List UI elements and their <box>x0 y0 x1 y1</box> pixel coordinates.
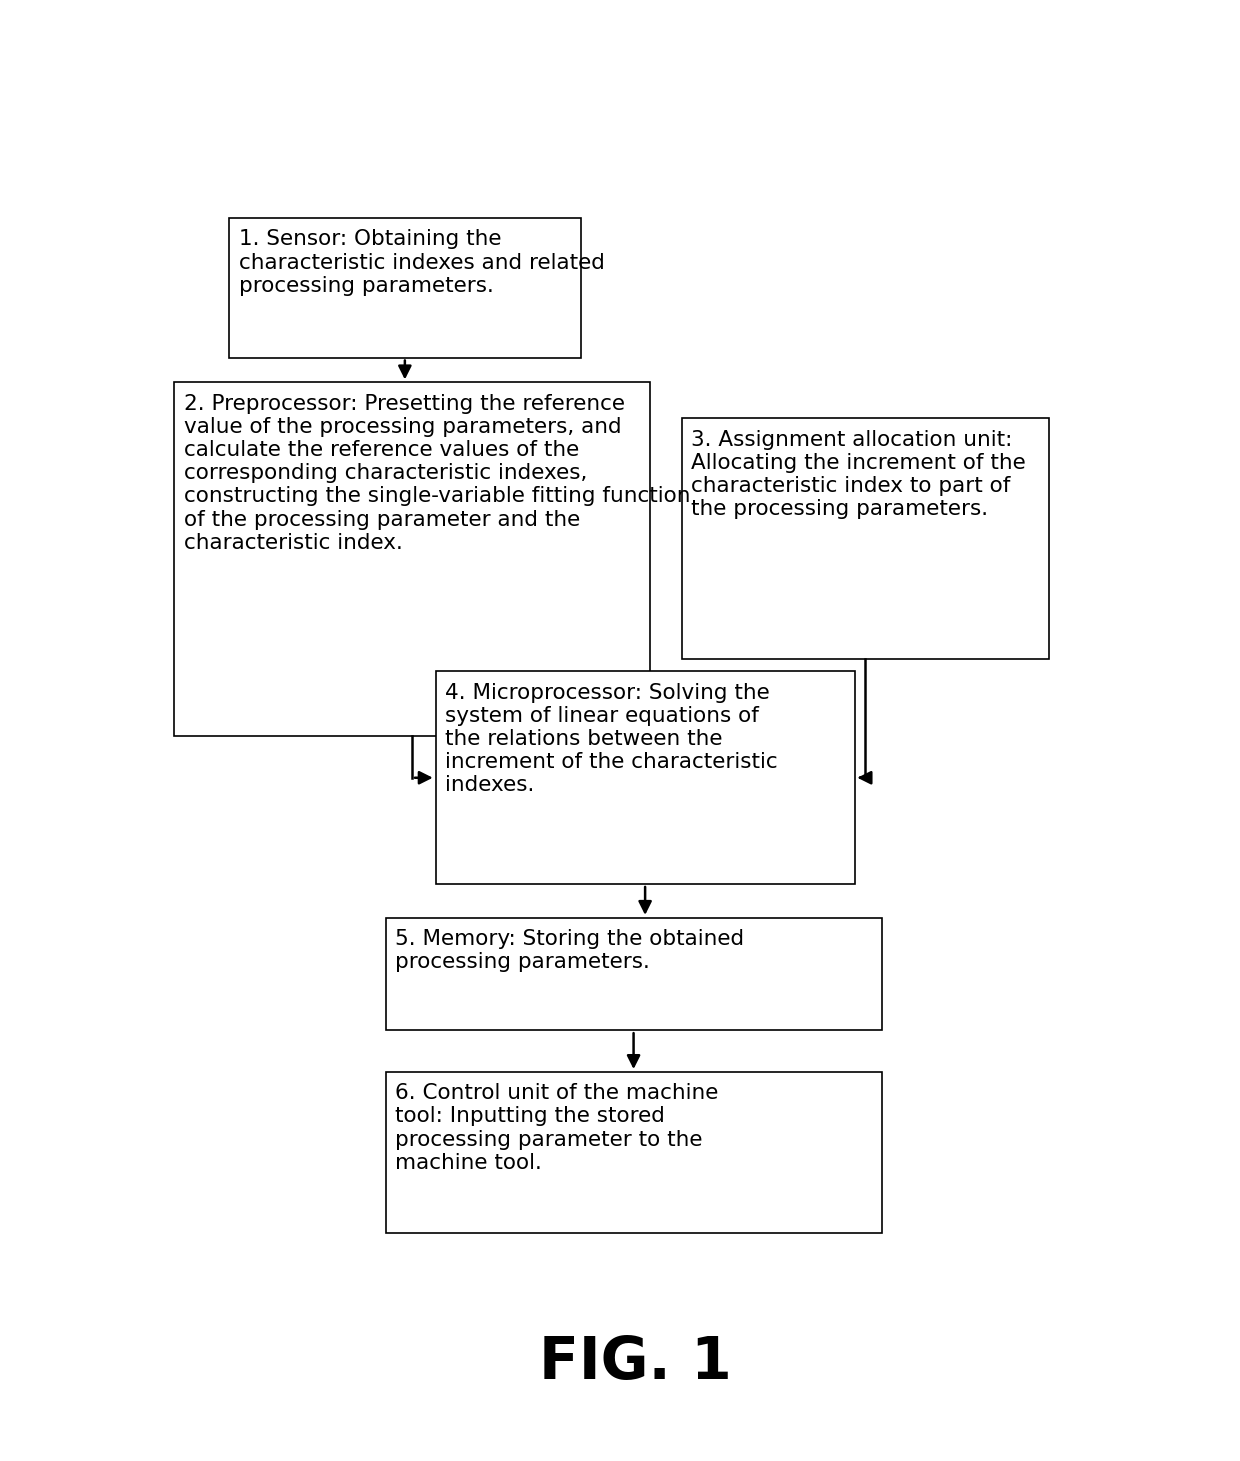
Text: 2. Preprocessor: Presetting the reference
value of the processing parameters, an: 2. Preprocessor: Presetting the referenc… <box>184 393 691 552</box>
FancyBboxPatch shape <box>386 1072 882 1233</box>
FancyBboxPatch shape <box>229 218 580 358</box>
Text: 3. Assignment allocation unit:
Allocating the increment of the
characteristic in: 3. Assignment allocation unit: Allocatin… <box>691 430 1025 519</box>
Text: 4. Microprocessor: Solving the
system of linear equations of
the relations betwe: 4. Microprocessor: Solving the system of… <box>445 682 777 795</box>
Text: 1. Sensor: Obtaining the
characteristic indexes and related
processing parameter: 1. Sensor: Obtaining the characteristic … <box>238 229 604 295</box>
FancyBboxPatch shape <box>386 918 882 1030</box>
FancyBboxPatch shape <box>435 672 854 884</box>
FancyBboxPatch shape <box>174 383 650 735</box>
Text: 5. Memory: Storing the obtained
processing parameters.: 5. Memory: Storing the obtained processi… <box>396 929 744 972</box>
Text: 6. Control unit of the machine
tool: Inputting the stored
processing parameter t: 6. Control unit of the machine tool: Inp… <box>396 1083 719 1173</box>
Text: FIG. 1: FIG. 1 <box>539 1334 732 1391</box>
FancyBboxPatch shape <box>682 418 1049 659</box>
